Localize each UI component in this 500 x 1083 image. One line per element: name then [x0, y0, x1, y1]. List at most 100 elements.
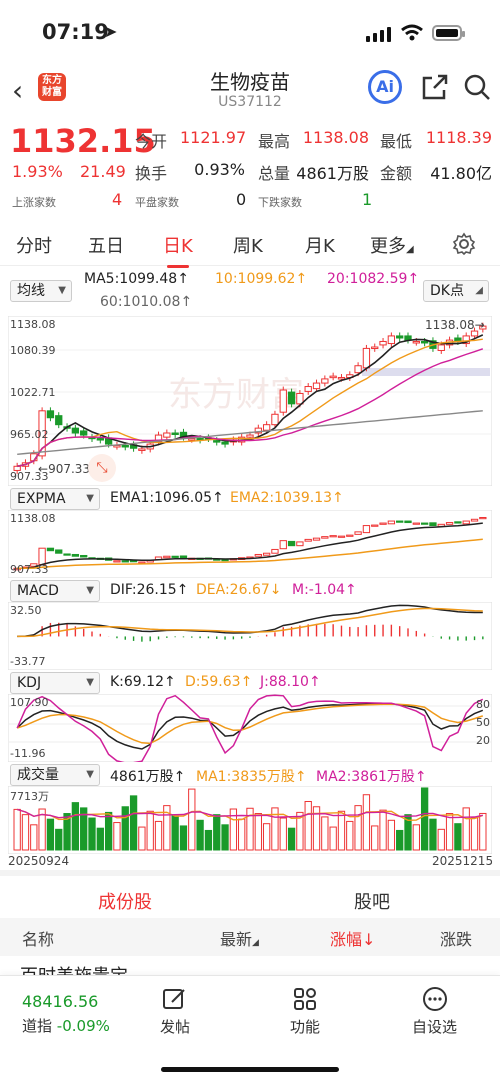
expma-candle — [55, 549, 63, 554]
y-label-1: 1138.08 — [10, 318, 56, 331]
volume-bar — [321, 816, 329, 851]
dow-index-widget[interactable]: 48416.56 道指 -0.09% — [22, 992, 110, 1036]
candlestick-chart[interactable]: 东方财富 — [8, 316, 492, 486]
vol-ma1-text: MA1:3835万股 — [196, 769, 295, 785]
tab-five-day[interactable]: 五日 — [88, 236, 124, 257]
expand-chart-icon[interactable]: ⤡ — [88, 454, 116, 482]
candle — [287, 391, 296, 405]
volume-bar — [229, 808, 238, 851]
candle — [246, 434, 254, 438]
down-count: 1 — [362, 190, 373, 209]
expma-candle — [354, 531, 362, 535]
candle — [96, 438, 104, 441]
tab-more[interactable]: 更多◢ — [370, 236, 414, 257]
high-marker-text: 1138.08 — [425, 318, 475, 332]
tab-monthly-k[interactable]: 月K — [305, 236, 335, 257]
col-name: 名称 — [22, 930, 55, 949]
volume-bar — [420, 787, 429, 851]
amount-label: 金额 — [380, 164, 413, 183]
function-button[interactable]: 功能 — [290, 986, 320, 1037]
j-value: J:88.10↑ — [260, 674, 321, 690]
d-line — [16, 703, 484, 745]
turnover-value: 0.93% — [194, 160, 245, 179]
ma60-value: 60:1010.08↑ — [100, 294, 193, 310]
volume-bar — [396, 829, 404, 851]
col-latest[interactable]: 最新◢ — [220, 930, 259, 949]
post-button[interactable]: 发帖 — [160, 986, 190, 1037]
volume-selector[interactable]: 成交量 ▼ — [10, 764, 100, 786]
expma-candle — [46, 547, 55, 552]
volume-bar — [104, 811, 113, 851]
expma-candle — [138, 561, 146, 564]
tab-intraday[interactable]: 分时 — [16, 236, 52, 257]
tab-weekly-k[interactable]: 周K — [233, 236, 263, 257]
expma-selector[interactable]: EXPMA ▼ — [10, 488, 100, 510]
expma-candle — [337, 535, 346, 538]
ema2-text: EMA2:1039.13 — [230, 490, 333, 506]
start-date: 20250924 — [8, 854, 70, 868]
ma20-text: 20:1082.59 — [327, 271, 408, 287]
expma-candle — [121, 560, 129, 563]
kdj-selector[interactable]: KDJ ▼ — [10, 672, 100, 694]
col-change-pct[interactable]: 涨幅↓ — [330, 930, 376, 949]
custom-button[interactable]: 自设选 — [412, 986, 457, 1037]
volume-chart — [8, 786, 492, 854]
tab-forum[interactable]: 股吧 — [354, 892, 390, 913]
candle — [279, 389, 287, 413]
volume-bar — [304, 800, 312, 851]
dea-value: DEA:26.67↓ — [196, 582, 282, 598]
back-button[interactable]: ‹ — [12, 74, 24, 107]
k-value: K:69.12↑ — [110, 674, 176, 690]
vol-ma1-value: MA1:3835万股↑ — [196, 769, 307, 785]
ma5-value: MA5:1099.48↑ — [84, 271, 189, 287]
kdj-level-80: 80 — [476, 698, 490, 711]
expma-candle — [296, 541, 304, 547]
expma-candle — [462, 520, 470, 525]
vol-y-top: 7713万 — [10, 790, 49, 803]
col-change[interactable]: 涨跌 — [440, 930, 473, 949]
dow-index-value: 48416.56 — [22, 992, 99, 1011]
candle — [362, 347, 371, 369]
tab-constituents[interactable]: 成份股 — [98, 888, 152, 926]
candle — [213, 440, 221, 443]
expma-candle — [346, 534, 354, 537]
expma-candle — [470, 518, 479, 522]
candle — [462, 335, 470, 345]
volume-bar — [254, 813, 262, 851]
volume-bar — [404, 814, 412, 851]
candle — [470, 330, 479, 337]
candle — [321, 378, 329, 384]
candle — [55, 415, 63, 426]
candle — [296, 392, 304, 405]
flat-count: 0 — [236, 190, 247, 209]
col-latest-label: 最新 — [220, 930, 253, 949]
expma-candle — [63, 553, 71, 556]
volume-bar — [154, 820, 163, 851]
volume-bar — [96, 827, 104, 851]
tab-daily-k[interactable]: 日K — [163, 232, 193, 268]
low-label: 最低 — [380, 132, 413, 151]
macd-selector[interactable]: MACD ▼ — [10, 580, 100, 602]
candle — [13, 465, 21, 471]
bottom-toolbar: 48416.56 道指 -0.09% 发帖 功能 自设选 — [0, 975, 500, 1083]
volume-bar — [38, 808, 46, 851]
ai-button[interactable]: Ai — [368, 70, 402, 104]
ma-selector[interactable]: 均线 ▼ — [10, 280, 72, 302]
search-icon[interactable] — [462, 72, 492, 102]
share-icon[interactable] — [420, 72, 448, 102]
y-label-4: 965.02 — [10, 428, 49, 441]
dk-point-selector[interactable]: DK点 ◢ — [423, 280, 489, 302]
volume-bar — [296, 811, 304, 851]
candle — [254, 427, 262, 434]
candle — [121, 444, 129, 448]
d-text: D:59.63 — [185, 674, 241, 690]
j-line — [16, 694, 484, 762]
candle — [171, 432, 179, 435]
low-marker-text: 907.33 — [48, 462, 91, 476]
volume-bar — [163, 805, 171, 851]
vol-ma2-line — [16, 808, 483, 819]
battery-icon — [432, 25, 465, 41]
candle — [138, 448, 146, 451]
volume-bar — [445, 813, 454, 851]
settings-gear-icon[interactable] — [452, 232, 476, 256]
